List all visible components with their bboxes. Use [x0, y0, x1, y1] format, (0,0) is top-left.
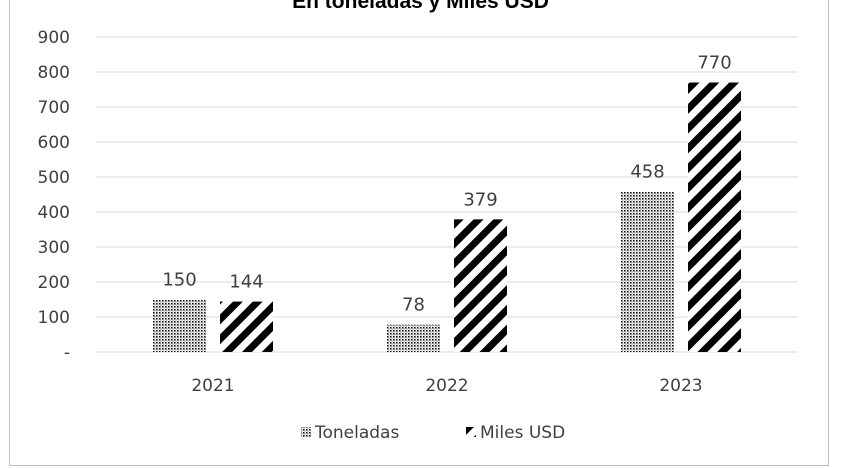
data-label: 150 — [162, 270, 196, 291]
y-tick-label: 700 — [38, 98, 70, 118]
data-labels: 150 144 78 379 458 770 — [162, 53, 731, 316]
x-tick-label: 2021 — [191, 376, 234, 396]
bar-miles-usd-2023 — [688, 82, 741, 352]
bar-toneladas-2023 — [621, 191, 674, 352]
data-label: 458 — [630, 162, 664, 183]
y-tick-label: - — [64, 343, 70, 363]
legend-swatch-miles-usd — [466, 427, 476, 437]
bar-miles-usd-2022 — [454, 219, 507, 352]
y-tick-label: 600 — [38, 133, 70, 153]
bar-miles-usd-2021 — [220, 301, 273, 352]
bars — [153, 82, 741, 352]
y-axis-ticks: - 100 200 300 400 500 600 700 800 900 — [38, 28, 70, 363]
chart-title: En toneladas y Miles USD — [292, 0, 549, 13]
legend-label: Miles USD — [480, 423, 565, 443]
data-label: 78 — [402, 295, 425, 316]
x-tick-label: 2023 — [659, 376, 702, 396]
legend-swatch-toneladas — [301, 427, 311, 437]
x-tick-label: 2022 — [425, 376, 468, 396]
bar-toneladas-2022 — [387, 324, 440, 352]
y-tick-label: 400 — [38, 203, 70, 223]
data-label: 770 — [697, 53, 731, 74]
x-axis-ticks: 2021 2022 2023 — [191, 376, 702, 396]
y-tick-label: 800 — [38, 63, 70, 83]
y-tick-label: 100 — [38, 308, 70, 328]
y-tick-label: 900 — [38, 28, 70, 48]
y-tick-label: 500 — [38, 168, 70, 188]
legend-label: Toneladas — [314, 423, 399, 443]
bar-toneladas-2021 — [153, 299, 206, 352]
gridlines — [96, 36, 798, 353]
data-label: 144 — [229, 272, 263, 293]
legend: Toneladas Miles USD — [301, 423, 565, 443]
y-tick-label: 200 — [38, 273, 70, 293]
y-tick-label: 300 — [38, 238, 70, 258]
data-label: 379 — [463, 189, 497, 210]
